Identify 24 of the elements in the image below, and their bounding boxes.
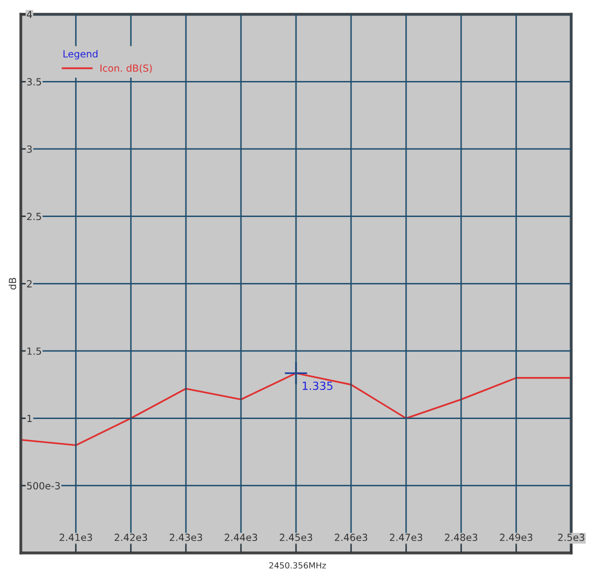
y-tick-label: 500e-3 [27,482,60,490]
legend-title: Legend [64,50,98,60]
x-tick-label: 2.47e3 [390,534,422,542]
x-tick-label: 2.5e3 [558,534,584,542]
x-tick-label: 2.46e3 [334,534,368,542]
x-tick-label: 2.44e3 [224,534,258,542]
x-tick-label: 2.45e3 [280,534,312,542]
y-tick-label: 2 [27,280,32,288]
x-tick-label: 2.41e3 [60,534,92,542]
x-tick-label: 2.48e3 [444,534,478,542]
annotation: 1.335 [302,382,332,390]
x-tick-label: 2.42e3 [114,534,148,542]
y-tick-label: 1.5 [27,348,41,355]
y-tick-label: 3 [27,145,32,153]
y-tick-label: 1 [27,414,32,422]
x-tick-label: 2.49e3 [500,534,532,542]
legend-label: Icon. dB(S) [100,64,152,73]
y-tick-label: 3.5 [27,78,41,86]
y-tick-label: 4 [26,10,32,18]
y-tick-label: 2.5 [27,212,41,220]
x-axis-title: 2450.356MHz [269,562,326,569]
line-series [20,372,572,446]
y-axis-title: dB [8,278,16,290]
x-tick-label: 2.43e3 [170,534,202,542]
